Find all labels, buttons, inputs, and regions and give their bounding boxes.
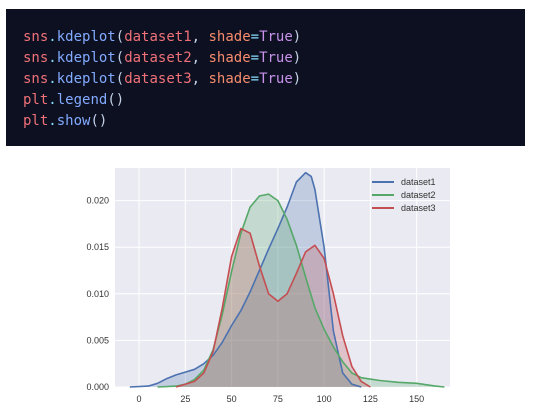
y-tick-label: 0.000: [86, 382, 109, 392]
code-token: shade: [208, 29, 251, 45]
code-token: ,: [191, 71, 209, 87]
y-tick-label: 0.015: [86, 242, 109, 252]
code-token: kdeplot: [56, 71, 116, 87]
series-area-dataset2: [157, 194, 445, 387]
code-token: =: [250, 50, 260, 66]
code-token: .: [48, 92, 57, 108]
code-line: sns.kdeplot(dataset1, shade=True): [23, 27, 525, 48]
series-area-dataset1: [129, 172, 362, 387]
code-token: .: [48, 29, 57, 45]
code-token: sns: [23, 71, 49, 87]
code-token: .: [48, 50, 57, 66]
code-token: sns: [23, 29, 49, 45]
code-token: kdeplot: [56, 50, 116, 66]
code-line: sns.kdeplot(dataset3, shade=True): [23, 69, 525, 90]
code-token: dataset1: [124, 29, 192, 45]
code-token: (: [115, 29, 125, 45]
code-token: ): [292, 71, 302, 87]
y-tick-label: 0.010: [86, 289, 109, 299]
code-line: sns.kdeplot(dataset2, shade=True): [23, 48, 525, 69]
y-tick-label: 0.005: [86, 335, 109, 345]
code-token: kdeplot: [56, 29, 116, 45]
kde-chart-svg: 0 25 50 75 100 125 150 0.000 0.005 0.010 0.015 0.02…: [86, 168, 450, 404]
code-token: ,: [191, 50, 209, 66]
code-token: True: [259, 71, 293, 87]
code-token: plt: [23, 113, 49, 129]
code-token: =: [250, 71, 260, 87]
code-token: shade: [208, 71, 251, 87]
code-token: ,: [191, 29, 209, 45]
series-line-dataset1: [129, 171, 362, 388]
code-token: (): [107, 92, 125, 108]
code-token: legend: [56, 92, 108, 108]
code-token: =: [250, 29, 260, 45]
x-tick-label: 100: [317, 394, 332, 404]
code-token: sns: [23, 50, 49, 66]
code-token: (: [115, 71, 125, 87]
code-token: .: [48, 113, 57, 129]
code-line: plt.show(): [23, 111, 525, 132]
x-tick-label: 75: [273, 394, 283, 404]
code-token: dataset3: [124, 71, 192, 87]
code-token: shade: [208, 50, 251, 66]
x-tick-label: 125: [363, 394, 378, 404]
x-tick-label: 50: [227, 394, 237, 404]
code-token: plt: [23, 92, 49, 108]
x-tick-label: 0: [137, 394, 142, 404]
series-line-dataset3: [175, 227, 371, 388]
code-block: sns.kdeplot(dataset1, shade=True) sns.kde…: [6, 9, 525, 146]
series-area-dataset3: [176, 228, 371, 387]
kde-chart: 0 25 50 75 100 125 150 0.000 0.005 0.010 0.015 0.02…: [70, 160, 470, 410]
x-tick-label: 25: [180, 394, 190, 404]
x-tick-label: 150: [409, 394, 424, 404]
y-tick-label: 0.020: [86, 196, 109, 206]
code-token: (: [115, 50, 125, 66]
code-token: ): [292, 29, 302, 45]
code-token: .: [48, 71, 57, 87]
code-token: True: [259, 50, 293, 66]
code-token: show: [56, 113, 91, 129]
code-token: dataset2: [124, 50, 192, 66]
code-token: (): [90, 113, 108, 129]
code-token: True: [259, 29, 293, 45]
plot-area: [115, 168, 450, 387]
series-line-dataset2: [157, 193, 445, 388]
legend-label: dataset2: [401, 190, 436, 200]
legend-label: dataset3: [401, 203, 436, 213]
code-line: plt.legend(): [23, 90, 525, 111]
code-token: ): [292, 50, 302, 66]
legend-label: dataset1: [401, 177, 436, 187]
